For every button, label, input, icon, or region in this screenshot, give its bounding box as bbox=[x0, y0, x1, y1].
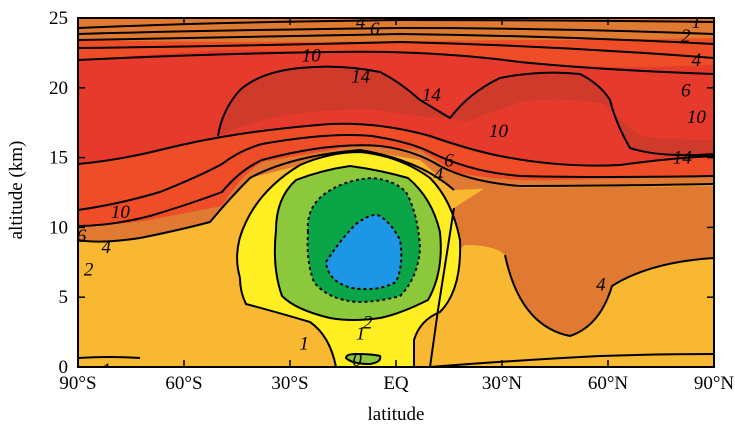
x-axis-title: latitude bbox=[368, 404, 425, 425]
contour-label: 1 bbox=[299, 333, 309, 354]
band-gt-14-north bbox=[450, 72, 714, 156]
contour-label: 6 bbox=[444, 150, 454, 171]
contour-label: 1 bbox=[356, 323, 366, 344]
contour-label: 1 bbox=[102, 360, 112, 381]
isoline-10-top bbox=[78, 50, 714, 75]
isoline-1-trop-left bbox=[239, 277, 337, 367]
x-tick-label: 30°N bbox=[482, 373, 523, 394]
y-tick-label: 20 bbox=[49, 78, 68, 99]
isoline-14-south bbox=[217, 65, 714, 157]
contour-label: 4 bbox=[102, 237, 112, 258]
isoline-6-top bbox=[78, 40, 714, 59]
isoline-0-trop bbox=[273, 164, 442, 321]
x-tick-label: 60°S bbox=[165, 373, 202, 394]
x-tick-label: EQ bbox=[383, 373, 409, 394]
x-tick-label: 90°S bbox=[59, 373, 96, 394]
band-gt-14-south bbox=[218, 66, 450, 136]
contour-label: 2 bbox=[363, 312, 373, 333]
x-tick-label: 60°N bbox=[588, 373, 629, 394]
isoline-1-trop bbox=[236, 150, 462, 367]
isoline-2-mid bbox=[78, 148, 455, 243]
contour-label: 4 bbox=[596, 275, 606, 296]
isoline-4-north-surface bbox=[504, 254, 714, 338]
contour-label: 6 bbox=[370, 19, 380, 40]
x-axis: 90°S 60°S 30°S EQ 30°N 60°N 90°N bbox=[59, 18, 734, 394]
contour-label: 4 bbox=[434, 164, 444, 185]
isoline-2-north-surface bbox=[429, 353, 714, 367]
contour-label: 6 bbox=[681, 81, 691, 102]
contour-label: 14 bbox=[351, 67, 371, 88]
contour-label: 14 bbox=[422, 85, 442, 106]
contour-label: 4 bbox=[692, 50, 702, 71]
y-tick-label: 25 bbox=[49, 8, 68, 29]
contour-label: 2 bbox=[370, 0, 380, 18]
contour-label: 10 bbox=[489, 121, 509, 142]
contour-label: 14 bbox=[673, 148, 693, 169]
contour-label: 0 bbox=[352, 350, 362, 371]
contour-label: 10 bbox=[687, 107, 707, 128]
isoline-10-mid bbox=[78, 122, 714, 167]
band-2-4-north-surface bbox=[430, 245, 714, 367]
isoline-4-top bbox=[78, 32, 714, 45]
isoline-2-top bbox=[78, 26, 714, 35]
y-tick-label: 15 bbox=[49, 148, 68, 169]
contour-label: 2 bbox=[681, 26, 691, 47]
isolines bbox=[78, 18, 714, 367]
band-lt-neg1-trop bbox=[326, 215, 402, 290]
y-tick-label: 5 bbox=[59, 287, 69, 308]
isoline-1-south-surface bbox=[78, 356, 141, 359]
isoline-neg1-trop bbox=[306, 176, 422, 304]
contour-label: 10 bbox=[302, 46, 322, 67]
isoline-4-mid bbox=[78, 144, 714, 227]
contour-label: 10 bbox=[111, 202, 131, 223]
contour-label: 2 bbox=[593, 363, 603, 384]
y-axis-title: altitude (km) bbox=[6, 141, 27, 240]
y-tick-label: 10 bbox=[49, 217, 68, 238]
contour-label: 2 bbox=[84, 259, 94, 280]
x-tick-label: 90°N bbox=[694, 373, 735, 394]
x-tick-label: 30°S bbox=[271, 373, 308, 394]
isoline-4-north bbox=[429, 207, 455, 367]
isoline-lt-neg1-trop bbox=[324, 214, 403, 291]
contour-label: 1 bbox=[692, 12, 702, 33]
isoline-0-surface-patch bbox=[344, 352, 382, 366]
contour-label: 4 bbox=[356, 12, 366, 33]
contour-label: 6 bbox=[77, 226, 87, 247]
isoline-6-mid bbox=[78, 134, 714, 211]
isoline-1-top bbox=[78, 18, 714, 29]
y-tick-label: 0 bbox=[59, 357, 69, 378]
